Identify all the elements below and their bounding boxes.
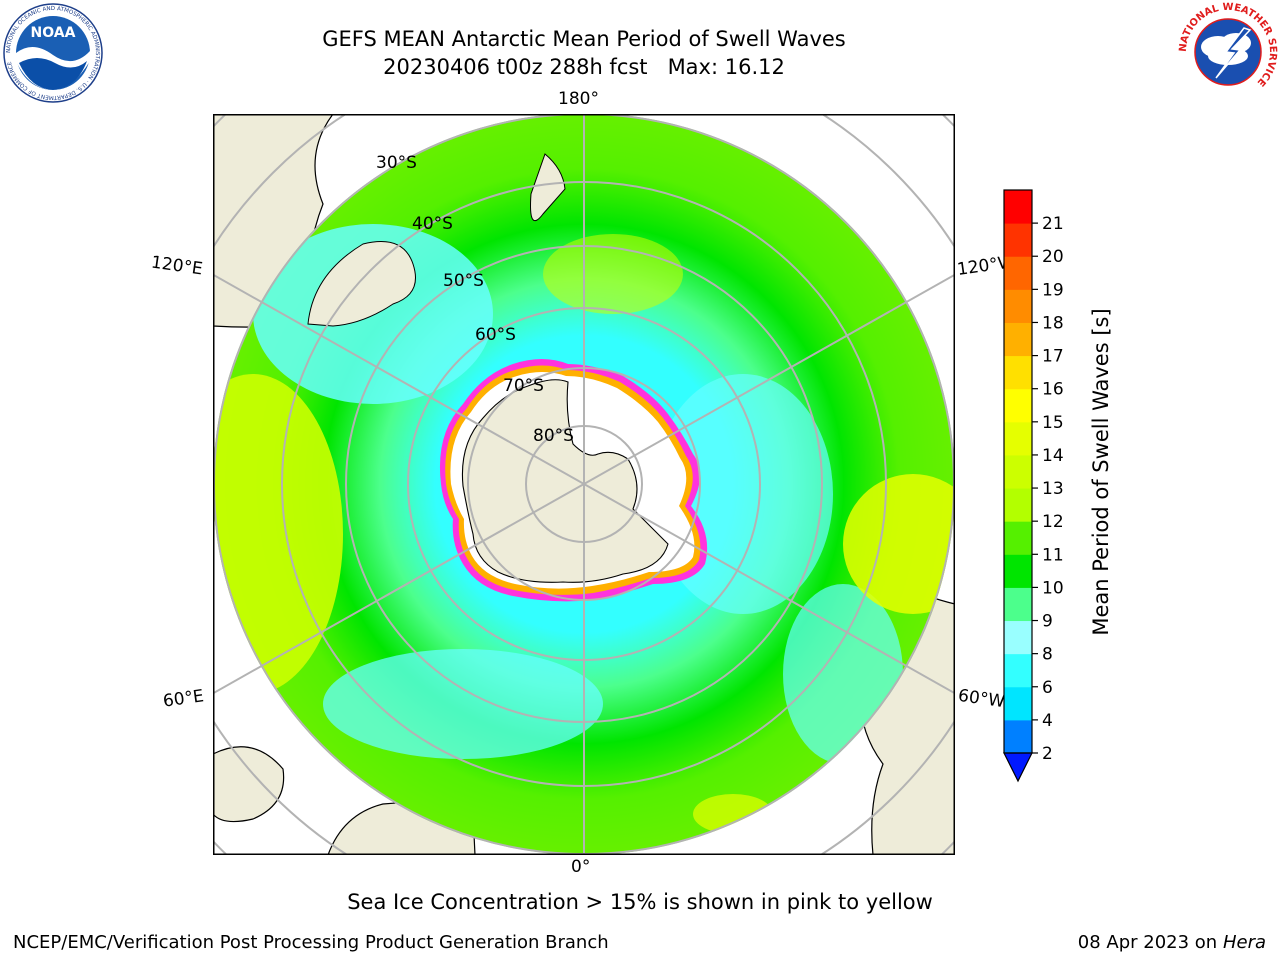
colorbar-swatch <box>1004 587 1032 622</box>
map-frame <box>213 114 955 855</box>
colorbar-swatches <box>1003 189 1033 783</box>
colorbar-tick-label: 19 <box>1042 280 1064 300</box>
lat-label-50s: 50°S <box>443 271 484 291</box>
colorbar-tick-label: 20 <box>1042 247 1064 267</box>
lat-label-40s: 40°S <box>412 214 453 234</box>
colorbar-swatch <box>1004 554 1032 588</box>
colorbar-swatch <box>1004 289 1032 323</box>
lat-label-80s: 80°S <box>533 426 574 446</box>
producer-credit: NCEP/EMC/Verification Post Processing Pr… <box>13 932 609 953</box>
run-host: Hera <box>1222 932 1266 953</box>
colorbar: 2 4 6 8 9 10 11 12 13 14 15 16 17 18 19 20 21 Mean Perio… <box>1003 189 1113 783</box>
lat-label-60s: 60°S <box>475 325 516 345</box>
colorbar-swatch <box>1004 653 1032 688</box>
colorbar-tick-label: 9 <box>1042 612 1053 632</box>
sea-ice-note: Sea Ice Concentration > 15% is shown in … <box>347 890 933 914</box>
plot-subtitle: 20230406 t00z 288h fcst Max: 16.12 <box>383 55 785 79</box>
colorbar-swatch <box>1004 686 1032 721</box>
colorbar-tick-label: 17 <box>1042 347 1064 367</box>
colorbar-tick-label: 14 <box>1042 446 1064 466</box>
colorbar-swatch <box>1004 521 1032 555</box>
colorbar-swatch <box>1004 454 1032 489</box>
noaa-logo: NATIONAL OCEANIC AND ATMOSPHERIC ADMINIS… <box>3 3 103 103</box>
lon-label-60e: 60°E <box>161 686 206 712</box>
noaa-logo-text: NOAA <box>31 25 76 41</box>
colorbar-swatch <box>1004 488 1032 522</box>
run-date: 08 Apr 2023 on Hera <box>1078 932 1266 953</box>
colorbar-tick-label: 15 <box>1042 413 1064 433</box>
lat-label-70s: 70°S <box>503 376 544 396</box>
colorbar-swatch <box>1004 322 1032 357</box>
colorbar-extend-min <box>1003 752 1033 783</box>
colorbar-swatch <box>1004 223 1032 257</box>
antarctic-map: 30°S 40°S 50°S 60°S 70°S 80°S <box>213 114 955 855</box>
colorbar-tick-label: 11 <box>1042 545 1064 565</box>
lon-label-180: 180° <box>558 89 599 109</box>
colorbar-swatch <box>1004 355 1032 390</box>
colorbar-tick-label: 2 <box>1042 744 1053 764</box>
nws-logo: NATIONAL WEATHER SERVICE <box>1178 2 1278 100</box>
colorbar-tick-label: 21 <box>1042 214 1064 234</box>
run-date-text: 08 Apr 2023 on <box>1077 932 1223 953</box>
colorbar-ticks: 2 4 6 8 9 10 11 12 13 14 15 16 17 18 19 20 21 <box>1032 214 1064 764</box>
colorbar-tick-label: 4 <box>1042 711 1053 731</box>
colorbar-swatch <box>1004 620 1032 655</box>
colorbar-tick-label: 8 <box>1042 645 1053 665</box>
lat-label-30s: 30°S <box>376 153 417 173</box>
lon-label-0: 0° <box>571 857 591 877</box>
colorbar-swatch <box>1004 388 1032 423</box>
colorbar-label: Mean Period of Swell Waves [s] <box>1089 308 1113 635</box>
colorbar-tick-label: 10 <box>1042 578 1064 598</box>
colorbar-tick-label: 13 <box>1042 479 1064 499</box>
colorbar-swatch <box>1004 421 1032 456</box>
plot-title: GEFS MEAN Antarctic Mean Period of Swell… <box>322 27 846 51</box>
colorbar-swatch <box>1004 190 1032 224</box>
colorbar-tick-label: 18 <box>1042 313 1064 333</box>
colorbar-swatch <box>1004 719 1032 754</box>
colorbar-tick-label: 16 <box>1042 380 1064 400</box>
colorbar-swatch <box>1004 256 1032 290</box>
lon-label-120e: 120°E <box>149 252 204 280</box>
colorbar-tick-label: 12 <box>1042 512 1064 532</box>
colorbar-outline <box>1003 189 1033 754</box>
colorbar-tick-label: 6 <box>1042 678 1053 698</box>
